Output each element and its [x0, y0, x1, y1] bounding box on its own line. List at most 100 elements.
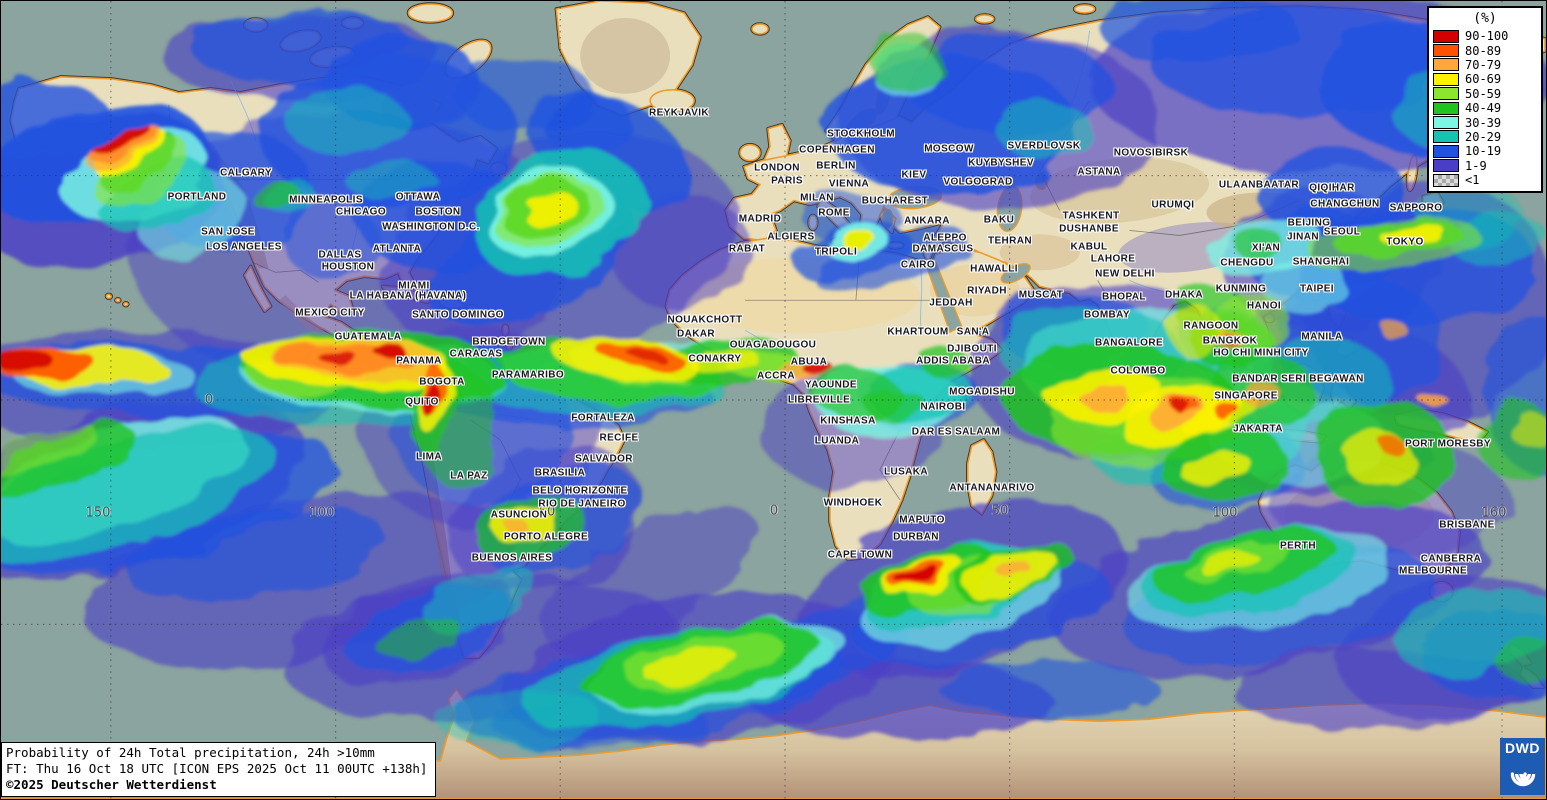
grid-label: 0 [204, 392, 214, 408]
legend-swatch [1433, 29, 1459, 43]
legend-row: 90-100 [1433, 29, 1537, 43]
legend-title: (%) [1473, 11, 1497, 26]
precip-blob [345, 160, 436, 201]
precip-blob [316, 349, 357, 364]
precip-blob [522, 191, 575, 224]
legend-label: <1 [1465, 173, 1480, 188]
precip-blob [543, 505, 757, 654]
precip-blob [1, 80, 111, 161]
legend-swatch [1433, 72, 1459, 86]
dwd-logo-text: DWD [1505, 740, 1540, 756]
precip-blob [1497, 639, 1546, 684]
legend-label: 50-59 [1465, 86, 1502, 101]
precip-blob [898, 568, 941, 587]
precip-blob [249, 180, 302, 211]
precip-blob [812, 225, 968, 291]
precip-blob [1, 428, 276, 562]
legend-row: 80-89 [1433, 43, 1537, 58]
legend-label: 80-89 [1465, 43, 1502, 58]
precip-blob [1241, 382, 1282, 406]
precip-blob [1262, 255, 1347, 316]
legend-label: 70-79 [1465, 57, 1502, 72]
precip-blob [1176, 404, 1195, 416]
legend-label: 30-39 [1465, 115, 1502, 130]
precip-blob [1507, 411, 1546, 444]
precip-blob [190, 5, 411, 86]
legend-row: 10-19 [1433, 144, 1537, 158]
grid-label: 150 [85, 505, 111, 521]
legend-label: 1-9 [1465, 158, 1487, 173]
precip-blob [380, 616, 461, 663]
precip-blob [1344, 434, 1415, 485]
legend-row: 40-49 [1433, 101, 1537, 115]
precip-blob [610, 190, 751, 311]
precip-blob [1200, 551, 1259, 576]
grid-label: 160 [1481, 505, 1507, 521]
precip-blob [1213, 400, 1238, 418]
precip-blob [1381, 321, 1408, 340]
precip-blob [1218, 333, 1237, 346]
precip-blob [841, 230, 875, 249]
legend-swatch [1433, 130, 1459, 144]
legend-swatch [1433, 87, 1459, 101]
legend-swatch [1433, 173, 1459, 187]
precip-blob [1000, 563, 1031, 581]
precip-blob [918, 350, 971, 375]
precip-blob [1, 424, 98, 476]
precip-blob [803, 364, 836, 377]
precip-blob [1099, 1, 1300, 64]
legend-swatch [1433, 101, 1459, 115]
legend-swatch [1433, 116, 1459, 130]
precip-blob [626, 346, 663, 360]
precip-blob [435, 693, 606, 746]
precip-blob [1182, 452, 1252, 488]
precip-blob [1380, 223, 1444, 246]
legend-rows: 90-100 80-89 70-79 60-69 50-59 40-49 30-39 20-2… [1433, 29, 1537, 187]
legend-row: 50-59 [1433, 87, 1537, 101]
precip-blob [996, 102, 1093, 159]
legend-row: 70-79 [1433, 58, 1537, 72]
precip-blob [862, 385, 923, 419]
grid-label: 100 [1212, 505, 1238, 521]
legend-swatch [1433, 44, 1459, 58]
map-title: Probability of 24h Total precipitation, … [6, 745, 375, 760]
info-box: Probability of 24h Total precipitation, … [1, 742, 437, 797]
legend-row: 60-69 [1433, 72, 1537, 86]
precip-blob [1078, 384, 1131, 408]
precip-blob [455, 60, 596, 131]
precip-blob [1166, 306, 1223, 355]
copyright: ©2025 Deutscher Wetterdienst [6, 777, 217, 792]
precip-blob [90, 126, 151, 151]
precip-blob [643, 648, 738, 683]
precip-blob [419, 380, 438, 416]
legend: (%) 90-100 80-89 70-79 60-69 50-59 40-49 30-39… [1427, 6, 1543, 194]
precip-blob [939, 661, 1160, 718]
precip-blob [285, 85, 406, 156]
legend-label: 60-69 [1465, 72, 1502, 87]
legend-label: 40-49 [1465, 101, 1502, 116]
precip-blob [1, 353, 56, 372]
grid-label: 0 [769, 503, 779, 519]
precip-blob [374, 345, 407, 360]
grid-label: 100 [309, 505, 335, 521]
legend-label: 10-19 [1465, 144, 1502, 159]
precip-blob [83, 126, 162, 165]
precip-blob [507, 520, 530, 535]
grid-label: 50 [538, 504, 556, 520]
forecast-time: FT: Thu 16 Oct 18 UTC [ICON EPS 2025 Oct… [6, 761, 428, 776]
grid-label: 50 [991, 503, 1009, 519]
precip-blob [1417, 391, 1446, 405]
precip-blob [1231, 228, 1284, 257]
precip-blob [280, 205, 381, 276]
dwd-spiral-icon [1510, 772, 1535, 787]
precip-blob [868, 30, 941, 95]
precip-blob [1382, 439, 1407, 456]
precip-blob [127, 507, 384, 602]
legend-row: 30-39 [1433, 115, 1537, 130]
legend-label: 90-100 [1465, 29, 1509, 44]
dwd-logo: DWD [1500, 738, 1545, 795]
precip-blob [687, 350, 764, 375]
legend-row: 20-29 [1433, 130, 1537, 144]
